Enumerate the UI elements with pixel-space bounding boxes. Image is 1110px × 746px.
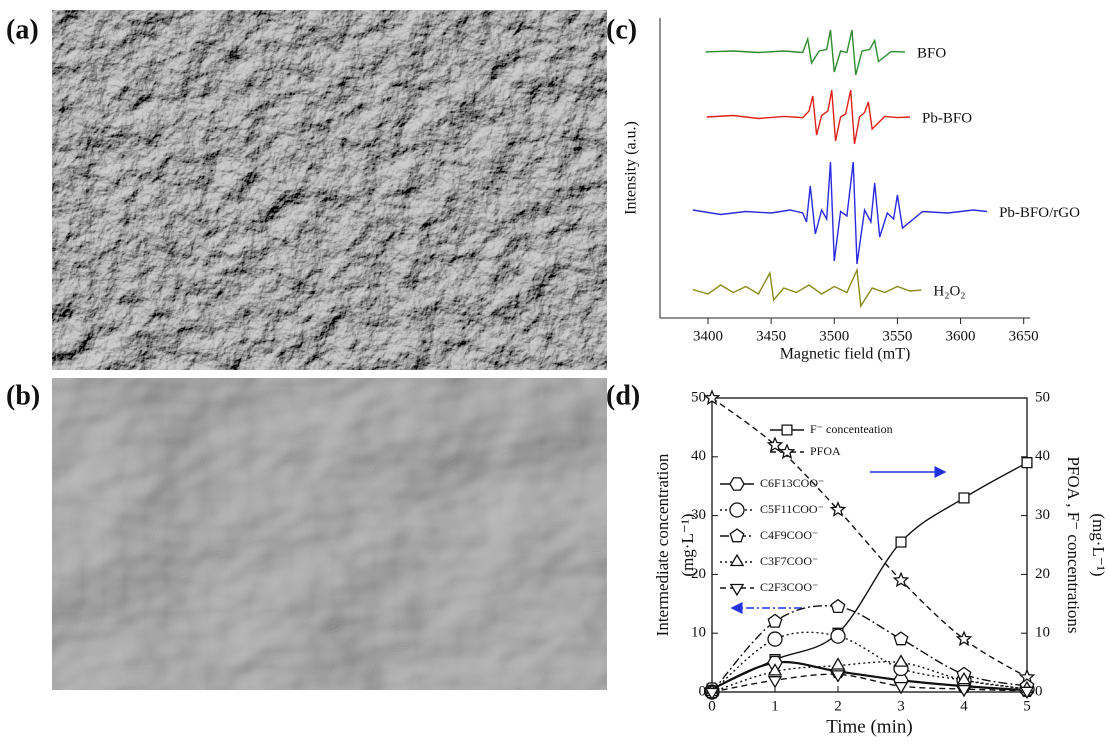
marker (729, 528, 745, 543)
marker (956, 684, 972, 698)
marker (958, 492, 970, 504)
legend-label: C4F9COO⁻ (760, 528, 818, 542)
legend-label: PFOA (810, 444, 841, 458)
marker (956, 671, 972, 685)
marker (729, 502, 745, 518)
x-tick-label: 3600 (946, 328, 976, 344)
x-tick-label: 3500 (819, 328, 849, 344)
y2-axis-label: (mg·L⁻¹) (1089, 513, 1108, 576)
y2-tick-label: 10 (1035, 625, 1050, 641)
marker (778, 443, 796, 460)
legend-label: C6F13COO⁻ (760, 476, 824, 490)
series-label: Pb-BFO/rGO (999, 205, 1080, 221)
marker (830, 598, 846, 614)
x-tick-label: 3450 (756, 328, 786, 344)
y-axis-label: Intensity (a.u.) (623, 121, 640, 215)
x-tick-label: 3400 (693, 328, 723, 344)
marker (830, 628, 846, 644)
marker (895, 536, 907, 548)
marker (830, 670, 846, 683)
marker (729, 583, 745, 597)
sem-image-b (52, 378, 607, 690)
x-tick-label: 3550 (882, 328, 912, 344)
y-tick-label: 20 (691, 566, 706, 582)
marker (729, 553, 745, 567)
y-tick-label: 40 (691, 448, 706, 464)
y-tick-label: 10 (691, 625, 706, 641)
marker (955, 630, 973, 647)
panel-label: (c) (606, 14, 637, 45)
x-tick-label: 2 (834, 698, 842, 714)
marker (767, 631, 783, 647)
legend-label: C5F11COO⁻ (760, 502, 824, 516)
y2-axis-label: PFOA , F⁻ concentrations (1064, 456, 1083, 633)
y2-tick-label: 50 (1035, 389, 1050, 405)
marker (893, 681, 909, 695)
marker (767, 655, 783, 670)
series-label: BFO (917, 45, 946, 61)
y2-tick-label: 30 (1035, 507, 1050, 523)
x-tick-label: 5 (1023, 698, 1031, 714)
series-line (711, 660, 1028, 692)
marker (767, 663, 783, 676)
marker (1021, 457, 1033, 469)
marker (893, 631, 909, 646)
series-line (705, 29, 905, 76)
marker (767, 676, 783, 689)
marker (703, 389, 721, 406)
marker (893, 654, 909, 667)
y2-tick-label: 20 (1035, 566, 1050, 582)
plot-frame (711, 397, 1028, 693)
y-tick-label: 0 (699, 683, 707, 699)
x-tick-label: 3 (897, 698, 905, 714)
series-line (692, 161, 988, 265)
x-tick-label: 4 (960, 698, 968, 714)
panel-label: (a) (6, 14, 39, 45)
series-label: Pb-BFO (922, 110, 972, 126)
marker (767, 613, 783, 628)
series-line (711, 605, 1028, 693)
x-axis-label: Time (min) (826, 716, 912, 737)
series-line (706, 89, 911, 145)
x-tick-label: 0 (708, 698, 716, 714)
sem-image-a (52, 10, 607, 370)
series-line (711, 673, 1028, 693)
marker (829, 501, 847, 517)
y-tick-label: 50 (691, 389, 706, 405)
marker (781, 424, 793, 436)
marker (766, 436, 784, 453)
x-axis-label: Magnetic field (mT) (780, 346, 911, 363)
panel-label: (d) (606, 380, 640, 411)
y2-tick-label: 0 (1035, 683, 1043, 699)
legend-label: F⁻ concenteation (810, 422, 893, 436)
legend-label: C3F7COO⁻ (760, 554, 818, 568)
legend-label: C2F3COO⁻ (760, 580, 818, 594)
y-axis-label: (mg·L⁻¹) (678, 513, 697, 576)
panel-label: (b) (6, 380, 40, 411)
marker (704, 687, 720, 701)
x-tick-label: 1 (771, 698, 779, 714)
series-label: H₂O₂ (933, 284, 965, 300)
marker (1019, 686, 1035, 700)
y-axis-label: Intermediate concentration (653, 453, 672, 636)
series-line (711, 462, 1028, 690)
x-tick-label: 3650 (1009, 328, 1039, 344)
marker (892, 571, 910, 588)
marker (729, 477, 745, 491)
y-tick-label: 30 (691, 507, 706, 523)
y2-tick-label: 40 (1035, 448, 1050, 464)
marker (830, 657, 846, 670)
series-line (692, 267, 922, 309)
